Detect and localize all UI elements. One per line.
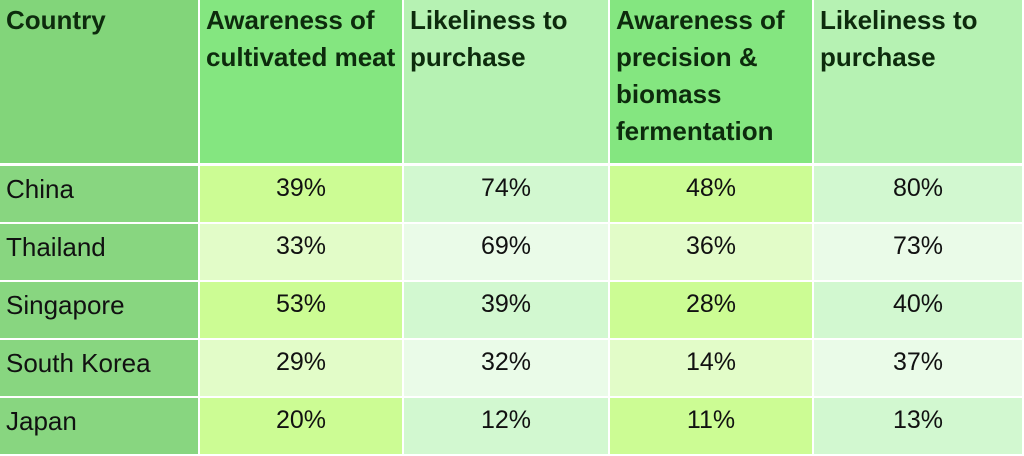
value-cell: 32% <box>404 340 610 398</box>
value-cell: 39% <box>404 282 610 340</box>
table-row: Thailand 33% 69% 36% 73% <box>0 224 1024 282</box>
value-cell: 40% <box>814 282 1024 340</box>
country-cell: Japan <box>0 398 200 456</box>
value-cell: 14% <box>610 340 814 398</box>
column-header-likeliness-cultivated: Likeliness to purchase <box>404 0 610 166</box>
table-row: South Korea 29% 32% 14% 37% <box>0 340 1024 398</box>
value-cell: 20% <box>200 398 404 456</box>
column-header-likeliness-fermentation: Likeliness to purchase <box>814 0 1024 166</box>
value-cell: 73% <box>814 224 1024 282</box>
column-header-awareness-cultivated-meat: Awareness of cultivated meat <box>200 0 404 166</box>
column-header-country: Country <box>0 0 200 166</box>
value-cell: 12% <box>404 398 610 456</box>
value-cell: 36% <box>610 224 814 282</box>
table-row: China 39% 74% 48% 80% <box>0 166 1024 224</box>
country-cell: South Korea <box>0 340 200 398</box>
value-cell: 11% <box>610 398 814 456</box>
value-cell: 80% <box>814 166 1024 224</box>
country-cell: Thailand <box>0 224 200 282</box>
country-cell: Singapore <box>0 282 200 340</box>
value-cell: 39% <box>200 166 404 224</box>
value-cell: 33% <box>200 224 404 282</box>
header-row: Country Awareness of cultivated meat Lik… <box>0 0 1024 166</box>
value-cell: 69% <box>404 224 610 282</box>
value-cell: 13% <box>814 398 1024 456</box>
table-row: Singapore 53% 39% 28% 40% <box>0 282 1024 340</box>
column-header-awareness-fermentation: Awareness of precision & biomass ferment… <box>610 0 814 166</box>
value-cell: 29% <box>200 340 404 398</box>
value-cell: 74% <box>404 166 610 224</box>
value-cell: 37% <box>814 340 1024 398</box>
value-cell: 48% <box>610 166 814 224</box>
country-cell: China <box>0 166 200 224</box>
value-cell: 53% <box>200 282 404 340</box>
table-row: Japan 20% 12% 11% 13% <box>0 398 1024 456</box>
value-cell: 28% <box>610 282 814 340</box>
